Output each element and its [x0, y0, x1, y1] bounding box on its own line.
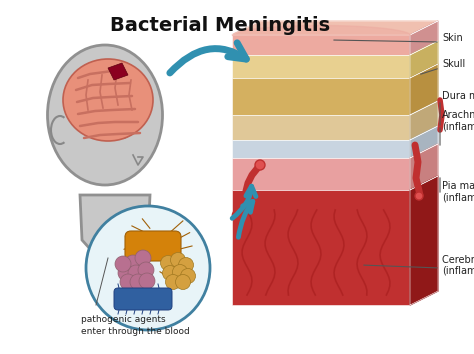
Text: Arachnoid
(inflamed): Arachnoid (inflamed): [442, 110, 474, 132]
Polygon shape: [410, 144, 438, 190]
Ellipse shape: [120, 132, 128, 137]
Circle shape: [165, 274, 181, 290]
Circle shape: [175, 274, 191, 290]
Circle shape: [171, 252, 185, 268]
Circle shape: [415, 192, 423, 200]
Ellipse shape: [63, 59, 153, 141]
Circle shape: [161, 256, 175, 270]
Text: Dura mater: Dura mater: [442, 91, 474, 101]
Text: Cerebral Cortex (Brain)
(inflamed): Cerebral Cortex (Brain) (inflamed): [442, 254, 474, 276]
Polygon shape: [410, 126, 438, 158]
Circle shape: [179, 257, 193, 273]
Circle shape: [138, 262, 154, 278]
Polygon shape: [410, 176, 438, 305]
Circle shape: [139, 273, 155, 289]
Circle shape: [255, 160, 265, 170]
Circle shape: [163, 266, 177, 280]
Polygon shape: [80, 195, 150, 260]
Bar: [232, 190, 410, 305]
Text: Bacterial Meningitis: Bacterial Meningitis: [110, 16, 330, 35]
Text: Skin: Skin: [442, 33, 463, 43]
Bar: [232, 158, 410, 190]
Circle shape: [118, 265, 134, 281]
FancyBboxPatch shape: [114, 288, 172, 310]
Text: Skull: Skull: [442, 59, 465, 69]
Polygon shape: [410, 64, 438, 115]
Circle shape: [125, 255, 141, 271]
Circle shape: [86, 206, 210, 330]
Bar: [232, 115, 410, 140]
Ellipse shape: [47, 45, 163, 185]
Bar: [232, 140, 410, 158]
Bar: [232, 78, 410, 115]
Circle shape: [130, 274, 146, 290]
Polygon shape: [410, 21, 438, 55]
FancyBboxPatch shape: [125, 231, 181, 261]
Circle shape: [135, 250, 151, 266]
Circle shape: [115, 256, 131, 272]
Polygon shape: [410, 101, 438, 140]
Circle shape: [128, 265, 144, 281]
Circle shape: [181, 268, 195, 284]
Circle shape: [120, 274, 136, 290]
Text: Pia mater
(inflamed): Pia mater (inflamed): [442, 181, 474, 203]
Polygon shape: [108, 63, 128, 80]
Bar: [232, 55, 410, 78]
Polygon shape: [232, 21, 438, 35]
Circle shape: [173, 264, 188, 280]
Text: pathogenic agents
enter through the blood: pathogenic agents enter through the bloo…: [81, 315, 190, 336]
Ellipse shape: [116, 131, 128, 138]
Bar: [232, 35, 410, 55]
Polygon shape: [410, 41, 438, 78]
